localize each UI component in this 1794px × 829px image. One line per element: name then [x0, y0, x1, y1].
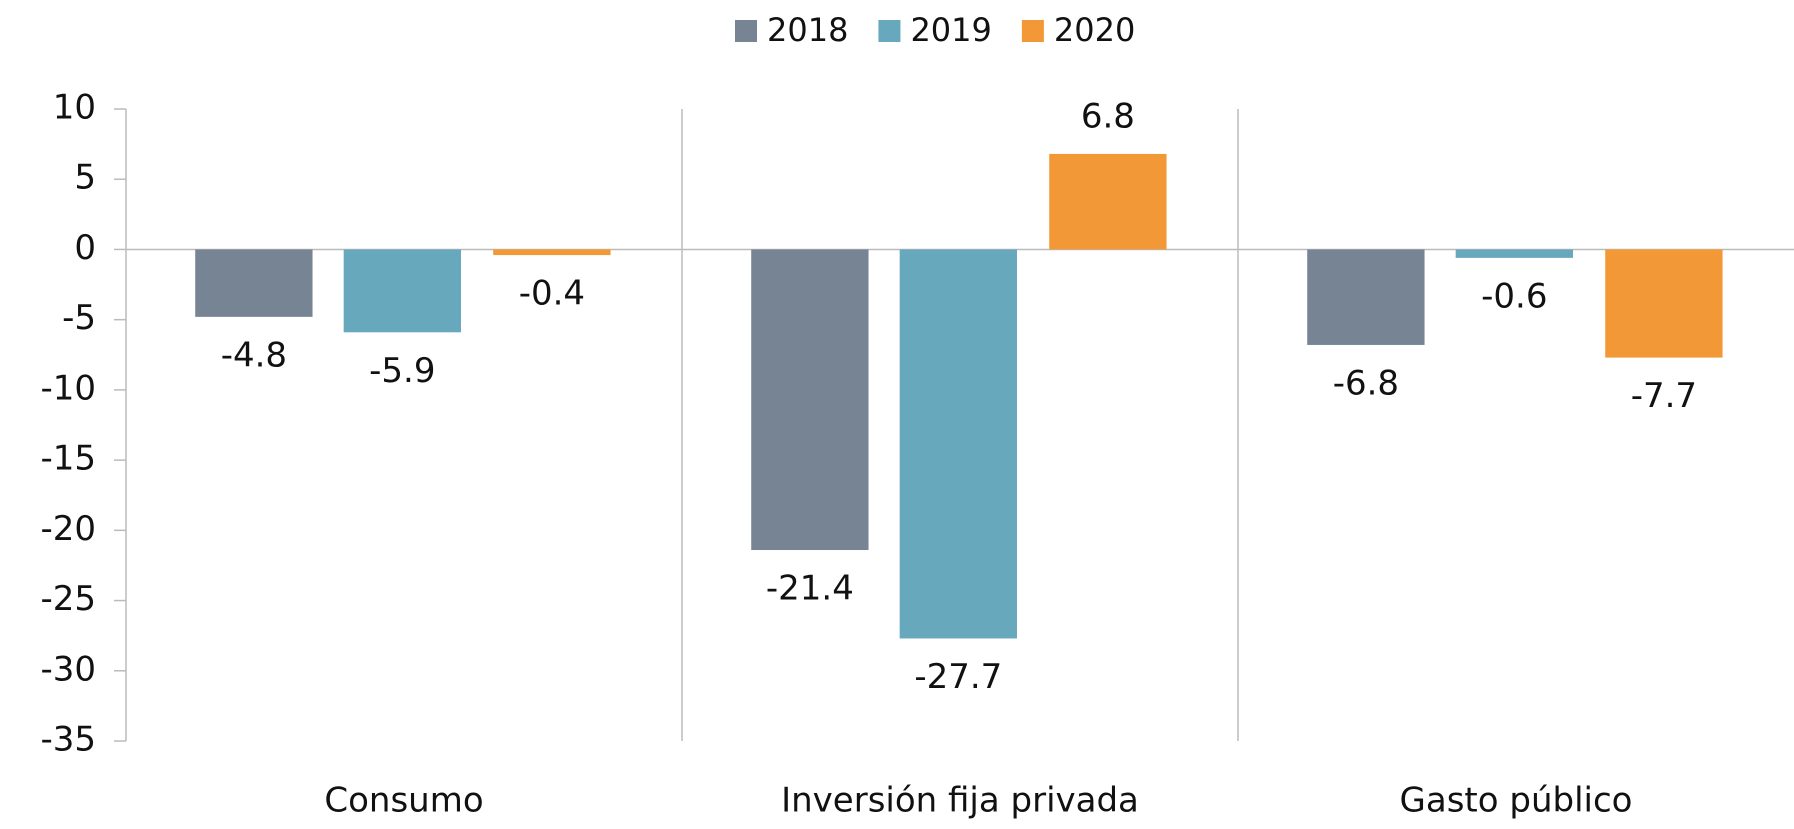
- value-label: -5.9: [369, 351, 435, 391]
- value-label: -7.7: [1631, 376, 1697, 416]
- value-label: -27.7: [914, 657, 1002, 697]
- y-tick-label: -35: [40, 720, 96, 760]
- legend-label: 2018: [767, 11, 848, 49]
- y-tick-label: -30: [40, 649, 96, 689]
- legend-swatch: [735, 20, 757, 42]
- bar: [1049, 153, 1167, 250]
- legend-label: 2020: [1054, 11, 1135, 49]
- bar: [1455, 249, 1573, 258]
- bar: [493, 249, 611, 256]
- y-tick-label: 10: [53, 88, 96, 128]
- y-tick-label: -25: [40, 579, 96, 619]
- value-label: -4.8: [221, 335, 287, 375]
- legend-swatch: [878, 20, 901, 42]
- y-tick-label: -10: [40, 368, 96, 408]
- value-label: -21.4: [766, 568, 854, 608]
- x-tick-label: Inversión fija privada: [781, 781, 1139, 821]
- y-tick-label: -20: [40, 509, 96, 549]
- bar: [899, 249, 1017, 639]
- bar: [1307, 249, 1425, 345]
- bar: [751, 249, 869, 550]
- bar: [195, 249, 313, 317]
- y-tick-label: 0: [74, 228, 96, 268]
- legend-swatch: [1021, 20, 1044, 42]
- value-label: 6.8: [1081, 96, 1135, 136]
- value-label: -6.8: [1333, 363, 1399, 403]
- y-tick-label: -5: [62, 298, 96, 338]
- bar: [343, 249, 461, 333]
- x-tick-label: Consumo: [324, 781, 483, 821]
- legend-label: 2019: [910, 11, 991, 49]
- x-tick-label: Gasto público: [1400, 781, 1633, 821]
- y-tick-label: -15: [40, 439, 96, 479]
- bar: [1605, 249, 1723, 358]
- value-label: -0.6: [1481, 276, 1547, 316]
- value-label: -0.4: [519, 274, 585, 314]
- y-tick-label: 5: [74, 158, 96, 198]
